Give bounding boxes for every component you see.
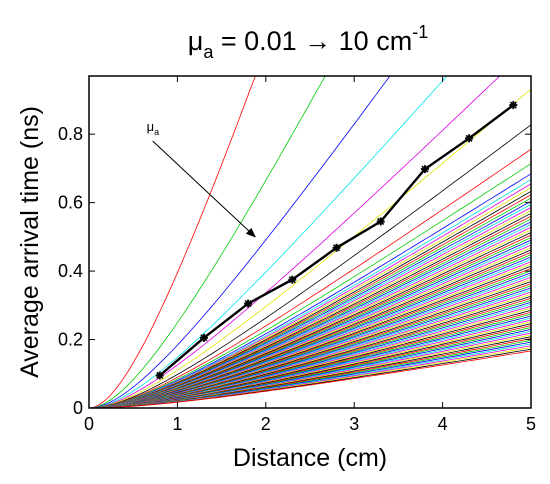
measured-point (509, 101, 518, 110)
model-curves (89, 76, 531, 408)
model-curve (89, 76, 448, 408)
x-tick-label: 3 (349, 414, 359, 434)
plot-frame (88, 75, 532, 409)
model-curve (89, 350, 531, 408)
y-tick-label: 0.8 (58, 124, 83, 144)
model-curve (89, 88, 531, 408)
annotation-label-sub: a (154, 127, 159, 137)
model-curve (89, 163, 531, 408)
x-tick-label: 4 (438, 414, 448, 434)
chart-title-sup: -1 (412, 22, 428, 42)
chart-title-rest: = 0.01 → 10 cm (213, 26, 412, 56)
chart-title-main: μ (188, 26, 204, 56)
model-curve (89, 124, 531, 408)
tick-labels: 0 1 2 3 4 5 0 0.2 0.4 0.6 0.8 (58, 124, 536, 434)
model-curve (89, 148, 531, 408)
annotation-arrow (152, 140, 256, 238)
y-tick-label: 0.6 (58, 193, 83, 213)
model-curve (89, 76, 256, 408)
x-axis-label: Distance (cm) (233, 444, 387, 472)
annotation-label-main: μ (147, 119, 155, 134)
y-axis-label: Average arrival time (ns) (16, 106, 44, 378)
x-tick-label: 5 (526, 414, 536, 434)
y-tick-label: 0.4 (58, 261, 83, 281)
mua-annotation: μa (147, 119, 256, 238)
y-tick-label: 0.2 (58, 330, 83, 350)
measured-point (465, 134, 474, 143)
model-curve (89, 76, 391, 408)
y-tick-label: 0 (73, 398, 83, 418)
annotation-label: μa (147, 119, 160, 137)
x-tick-label: 0 (84, 414, 94, 434)
measured-series (155, 101, 518, 380)
measured-point (288, 275, 297, 284)
model-curve (89, 76, 326, 408)
chart-title: μa = 0.01 → 10 cm-1 (188, 22, 428, 62)
chart-title-sub: a (203, 42, 214, 62)
x-tick-label: 1 (172, 414, 182, 434)
measured-point (420, 165, 429, 174)
measured-point (376, 217, 385, 226)
x-tick-label: 2 (261, 414, 271, 434)
measured-point (244, 299, 253, 308)
measured-point (155, 371, 164, 380)
model-curve (89, 173, 531, 408)
axes (88, 75, 532, 409)
measured-point (199, 333, 208, 342)
measured-point (332, 243, 341, 252)
